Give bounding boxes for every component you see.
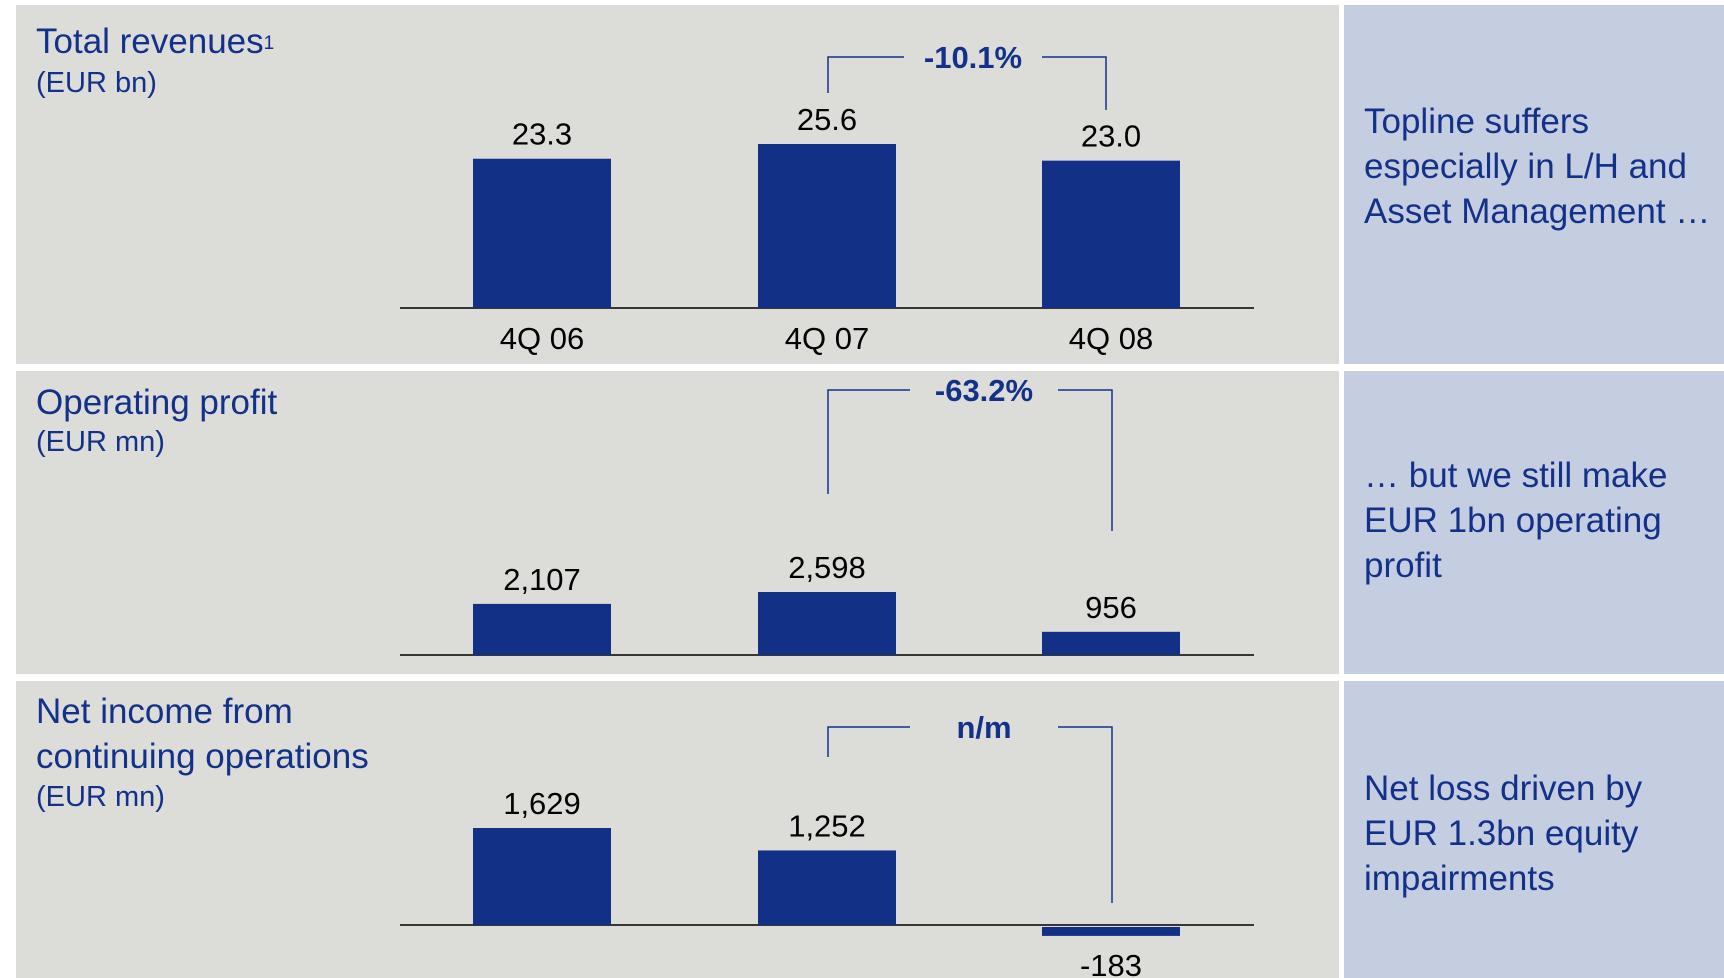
revenues-category-label: 4Q 08: [1069, 321, 1153, 356]
operating-profit-change-bracket-left: [827, 389, 910, 494]
net-income-bar: [473, 828, 611, 925]
revenues-change-bracket-right: [1042, 56, 1107, 110]
revenues-change-label: -10.1%: [924, 40, 1022, 75]
operating-profit-value-label: 2,107: [503, 562, 581, 597]
net-income-unit: (EUR mn): [36, 781, 165, 813]
operating-profit-unit: (EUR mn): [36, 426, 165, 458]
revenues-title-text: Total revenues: [36, 22, 264, 61]
net-income-bar-chart: 1,629 1,252 -183 n/m: [400, 710, 1254, 978]
net-income-change-bracket-right: [1058, 726, 1113, 903]
operating-profit-bar: [473, 603, 611, 655]
operating-profit-value-label: 2,598: [788, 550, 866, 585]
operating-profit-bar: [758, 592, 896, 655]
net-income-value-label: 1,252: [788, 808, 866, 843]
operating-profit-note-panel: … but we still make EUR 1bn operating pr…: [1344, 371, 1724, 674]
net-income-value-label: -183: [1080, 948, 1142, 978]
footnote-marker: 1: [263, 33, 275, 54]
revenues-bar: [473, 158, 611, 308]
revenues-title: Total revenues1: [36, 19, 274, 64]
operating-profit-bar-chart: 2,107 2,598 956 -63.2%: [400, 373, 1254, 656]
operating-profit-change-label: -63.2%: [935, 373, 1033, 408]
net-income-bar: [1042, 927, 1180, 936]
net-income-title-line-2: continuing operations: [36, 737, 369, 776]
operating-profit-panel: Operating profit (EUR mn) 2,107 2,598 956 -…: [16, 371, 1339, 674]
revenues-unit: (EUR bn): [36, 67, 157, 99]
revenues-value-label: 23.3: [512, 117, 572, 152]
revenues-value-label: 25.6: [797, 102, 857, 137]
net-income-change-label: n/m: [956, 710, 1011, 745]
net-income-bar: [758, 850, 896, 925]
net-income-note-panel: Net loss driven by EUR 1.3bn equity impa…: [1344, 681, 1724, 978]
revenues-bar: [758, 144, 896, 308]
operating-profit-note: … but we still make EUR 1bn operating pr…: [1364, 456, 1668, 585]
revenues-value-label: 23.0: [1081, 119, 1141, 154]
revenues-change-bracket-left: [827, 56, 904, 93]
net-income-title-line-1: Net income from: [36, 692, 293, 731]
revenues-note-panel: Topline suffers especially in L/H and As…: [1344, 5, 1724, 364]
revenues-bar-chart: 23.3 4Q 06 25.6 4Q 07 23.0 4Q 08 -10.1%: [400, 40, 1254, 356]
operating-profit-bar: [1042, 631, 1180, 655]
revenues-panel: Total revenues1 (EUR bn) 23.3 4Q 06 25.6 4Q…: [16, 5, 1339, 364]
operating-profit-change-bracket-right: [1058, 389, 1113, 531]
revenues-category-label: 4Q 07: [785, 321, 869, 356]
net-income-title: Net income from continuing operations: [36, 689, 369, 779]
net-income-panel: Net income from continuing operations (E…: [16, 681, 1339, 978]
net-income-note: Net loss driven by EUR 1.3bn equity impa…: [1364, 769, 1643, 898]
operating-profit-title: Operating profit: [36, 383, 278, 422]
net-income-value-label: 1,629: [503, 786, 581, 821]
revenues-category-label: 4Q 06: [500, 321, 584, 356]
operating-profit-value-label: 956: [1085, 590, 1137, 625]
net-income-change-bracket-left: [827, 726, 910, 757]
revenues-note: Topline suffers especially in L/H and As…: [1364, 102, 1711, 231]
revenues-bar: [1042, 160, 1180, 308]
